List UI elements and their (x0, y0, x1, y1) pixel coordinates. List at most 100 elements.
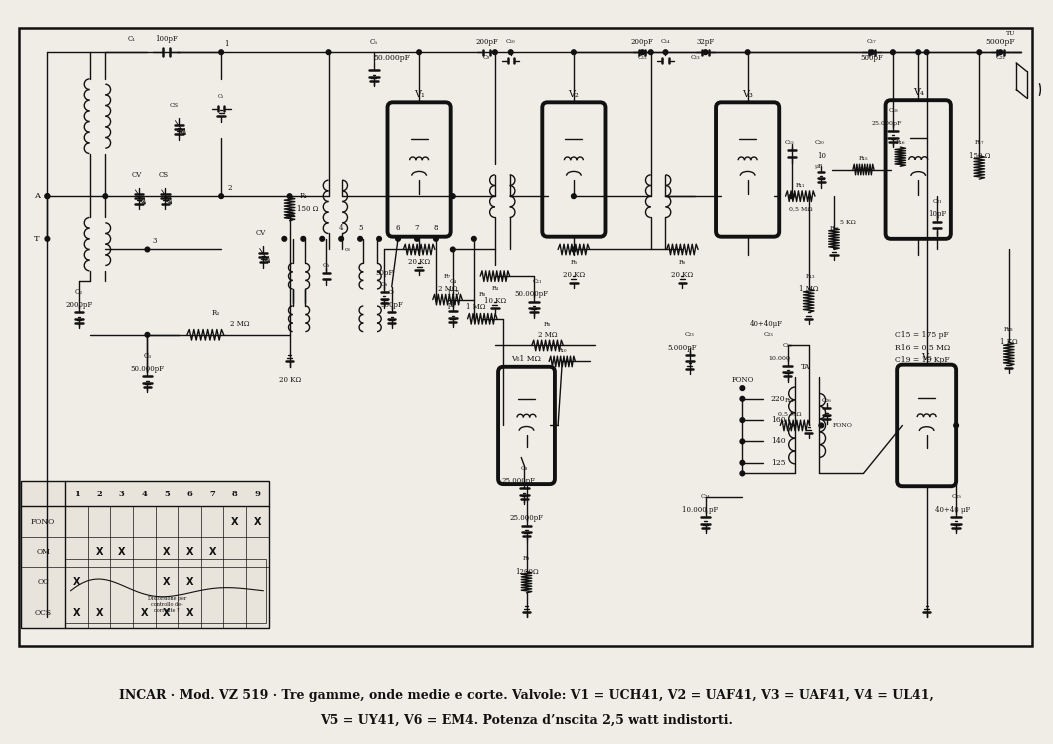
Text: C₅: C₅ (218, 94, 224, 100)
Circle shape (45, 237, 49, 241)
Text: 5: 5 (164, 490, 170, 498)
Circle shape (434, 237, 438, 241)
Circle shape (417, 50, 421, 54)
Text: C₃: C₃ (143, 352, 152, 360)
Text: R₈: R₈ (479, 292, 485, 297)
Text: 125: 125 (771, 459, 786, 466)
Text: V₅: V₅ (921, 353, 932, 362)
Text: 2 MΩ: 2 MΩ (538, 331, 557, 339)
Text: R₁₂: R₁₂ (829, 225, 839, 231)
Text: μF: μF (815, 164, 823, 169)
Text: C₁₀: C₁₀ (505, 39, 516, 44)
Text: C₂₆: C₂₆ (821, 399, 832, 403)
Text: X: X (163, 547, 171, 557)
Text: C₅: C₅ (370, 37, 378, 45)
Circle shape (572, 194, 576, 199)
Text: 5 KΩ: 5 KΩ (840, 220, 855, 225)
Bar (65, 559, 266, 623)
Text: 40+40μF: 40+40μF (750, 320, 783, 328)
Text: 150 Ω: 150 Ω (297, 205, 318, 213)
Text: R₄: R₄ (492, 286, 498, 292)
Circle shape (415, 237, 419, 241)
Text: R₅: R₅ (571, 260, 577, 265)
Text: TA: TA (801, 363, 810, 371)
Circle shape (287, 194, 292, 199)
Text: 50pF: 50pF (375, 269, 394, 277)
Text: Distorsione per
controllo de-
corrente ?: Distorsione per controllo de- corrente ? (147, 596, 186, 613)
Circle shape (740, 461, 744, 465)
Text: X: X (208, 547, 216, 557)
Text: 20 KΩ: 20 KΩ (562, 271, 585, 279)
Text: 160: 160 (771, 416, 786, 424)
Circle shape (740, 471, 744, 475)
Text: 7: 7 (210, 490, 215, 498)
Circle shape (819, 423, 823, 428)
Circle shape (998, 50, 1002, 54)
Text: C₂₂: C₂₂ (995, 55, 1006, 60)
Text: C₉: C₉ (483, 55, 490, 60)
Circle shape (377, 237, 381, 241)
Text: cs: cs (344, 247, 351, 252)
Text: C₅: C₅ (323, 263, 330, 268)
Text: 40+40 μF: 40+40 μF (935, 506, 971, 513)
Circle shape (282, 237, 286, 241)
Text: V₆1 MΩ: V₆1 MΩ (512, 356, 541, 363)
Text: X: X (96, 608, 103, 618)
Text: C₂₄: C₂₄ (700, 495, 711, 499)
Text: 8: 8 (232, 490, 238, 498)
Circle shape (326, 50, 331, 54)
Text: X: X (96, 547, 103, 557)
Text: 7: 7 (415, 224, 419, 232)
Text: X: X (73, 608, 80, 618)
Text: A: A (34, 192, 40, 200)
Circle shape (320, 237, 324, 241)
Text: 0,5 MΩ: 0,5 MΩ (789, 207, 812, 211)
Text: C₂: C₂ (75, 288, 83, 296)
Circle shape (219, 50, 223, 54)
Text: R₃: R₃ (212, 310, 220, 318)
Text: C₁₆: C₁₆ (782, 343, 793, 348)
Text: C15 = 175 pF: C15 = 175 pF (895, 331, 949, 339)
Text: R₁₄: R₁₄ (784, 399, 795, 403)
Text: 175: 175 (446, 289, 459, 297)
Text: 10.000: 10.000 (769, 356, 790, 361)
Text: C₂₃: C₂₃ (684, 333, 695, 337)
Text: C₁₄: C₁₄ (660, 39, 671, 44)
Text: 6: 6 (186, 490, 193, 498)
Text: FONO: FONO (731, 376, 754, 384)
Circle shape (358, 237, 362, 241)
Text: C₁₁: C₁₁ (532, 279, 542, 284)
Text: OM: OM (36, 548, 51, 556)
Text: CV: CV (256, 229, 266, 237)
Text: 3: 3 (153, 237, 157, 245)
Circle shape (640, 50, 644, 54)
Text: 8: 8 (434, 224, 438, 232)
Text: X: X (231, 516, 238, 527)
Circle shape (977, 50, 981, 54)
Text: X: X (118, 547, 125, 557)
Text: 50.000pF: 50.000pF (373, 54, 411, 62)
Text: 5: 5 (358, 224, 362, 232)
Text: R₁₀: R₁₀ (557, 348, 568, 353)
Text: 50.000pF: 50.000pF (131, 365, 164, 373)
Text: 2000pF: 2000pF (65, 301, 93, 309)
Text: X: X (163, 608, 171, 618)
Text: OC: OC (37, 579, 49, 586)
Circle shape (740, 397, 744, 401)
Circle shape (740, 439, 744, 443)
Circle shape (45, 194, 49, 199)
Text: R₁₇: R₁₇ (974, 141, 985, 145)
Text: R₇: R₇ (444, 274, 451, 279)
Text: 200pF: 200pF (631, 37, 654, 45)
Text: V₁: V₁ (414, 90, 424, 100)
Text: C₂₁: C₂₁ (932, 199, 942, 204)
Circle shape (45, 194, 49, 199)
Text: 20 KΩ: 20 KΩ (278, 376, 301, 384)
Text: 4: 4 (339, 224, 343, 232)
Text: R₁₈: R₁₈ (1004, 327, 1014, 332)
Text: 140: 140 (771, 437, 786, 446)
Text: R₁₁: R₁₁ (796, 183, 804, 188)
Text: 1: 1 (224, 39, 229, 48)
Text: 0,5 MΩ: 0,5 MΩ (778, 411, 801, 416)
Text: R16 = 0,5 MΩ: R16 = 0,5 MΩ (895, 344, 950, 352)
